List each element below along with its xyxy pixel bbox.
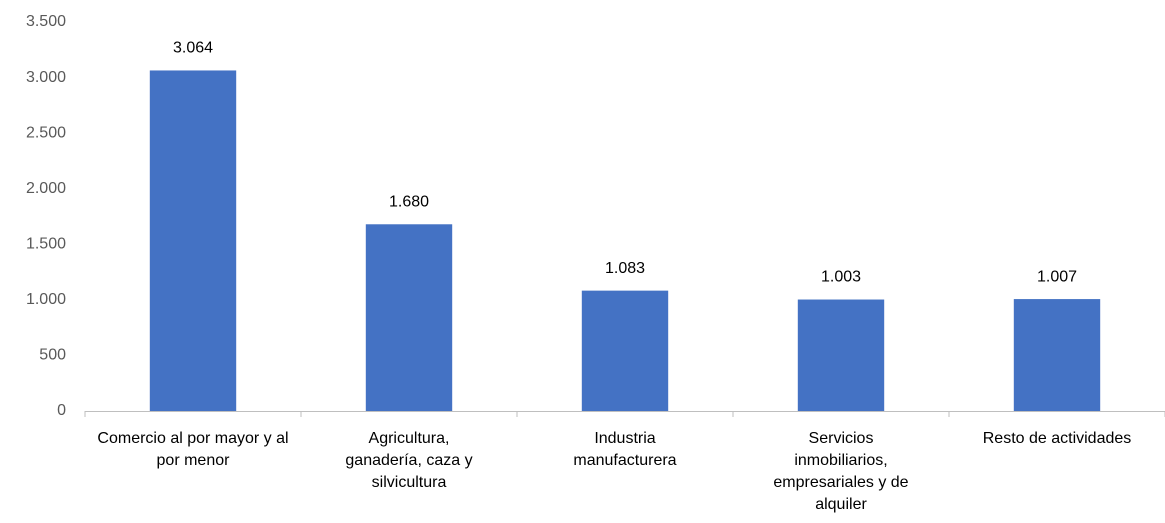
y-tick-label: 500 xyxy=(39,347,66,364)
y-tick-label: 1.500 xyxy=(26,236,66,253)
data-label: 1.003 xyxy=(821,269,861,286)
x-tick-label: Resto de actividades xyxy=(982,430,1132,447)
x-tick-label: Comercio al por mayor y al por menor xyxy=(97,430,289,469)
data-label: 1.083 xyxy=(605,260,645,277)
bar xyxy=(581,290,669,411)
x-tick-label: Servicios inmobiliarios, empresariales y… xyxy=(773,430,909,513)
y-tick-label: 3.500 xyxy=(26,13,66,30)
x-tick-label: Industria manufacturera xyxy=(573,430,677,469)
x-tick-label: Agricultura, ganadería, caza y silvicult… xyxy=(345,430,473,491)
bar xyxy=(149,70,237,411)
y-tick-label: 0 xyxy=(57,402,66,419)
bar xyxy=(1013,299,1101,411)
data-label: 1.680 xyxy=(389,193,429,210)
y-tick-label: 2.000 xyxy=(26,180,66,197)
y-tick-label: 3.000 xyxy=(26,69,66,86)
data-label: 1.007 xyxy=(1037,268,1077,285)
bar xyxy=(365,224,453,411)
bar xyxy=(797,299,885,411)
y-tick-label: 2.500 xyxy=(26,124,66,141)
data-label: 3.064 xyxy=(173,40,213,57)
y-tick-label: 1.000 xyxy=(26,291,66,308)
